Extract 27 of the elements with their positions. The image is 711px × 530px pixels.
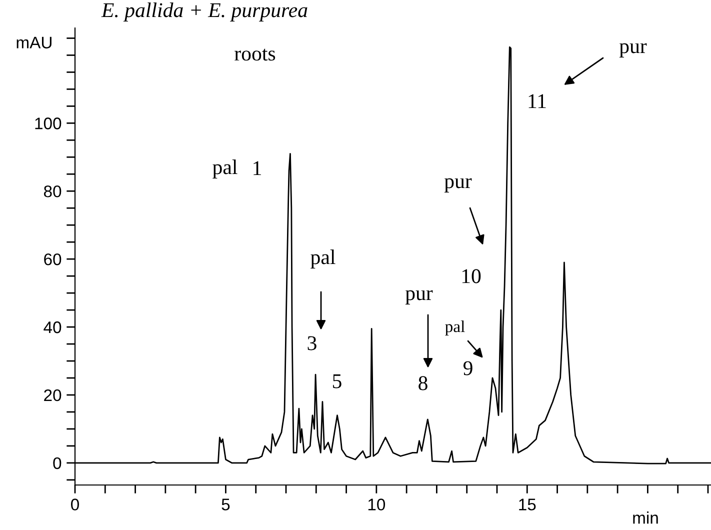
- chart-title: E. pallida + E. purpurea: [101, 2, 308, 22]
- x-tick-label: 10: [368, 498, 386, 510]
- annotation: 9: [463, 361, 472, 376]
- y-tick-label: 100: [35, 118, 62, 130]
- annotation: 3: [308, 336, 316, 350]
- x-tick-label: 0: [71, 498, 79, 510]
- annotation: 10: [462, 269, 481, 284]
- annotation: 11: [528, 94, 546, 108]
- annotation: pur: [405, 290, 433, 304]
- x-tick-label: 15: [519, 498, 536, 510]
- annotation: pur: [619, 43, 647, 58]
- y-tick-label: 60: [44, 253, 62, 266]
- annotation: pal: [445, 320, 465, 336]
- x-tick-label: 5: [222, 498, 230, 510]
- annotation: pur: [444, 178, 472, 192]
- y-tick-label: 40: [44, 321, 62, 334]
- x-axis-title: min: [633, 512, 658, 524]
- y-axis-title: mAU: [16, 36, 52, 48]
- annotation: pal: [212, 160, 238, 178]
- annotation: pal: [310, 250, 336, 268]
- annotation: 5: [333, 374, 342, 388]
- y-tick-label: 0: [53, 457, 62, 470]
- annotation: 1: [254, 161, 261, 176]
- annotation: 8: [418, 376, 428, 390]
- text: roots: [234, 48, 276, 61]
- y-tick-label: 80: [44, 185, 62, 198]
- y-tick-label: 20: [44, 389, 62, 402]
